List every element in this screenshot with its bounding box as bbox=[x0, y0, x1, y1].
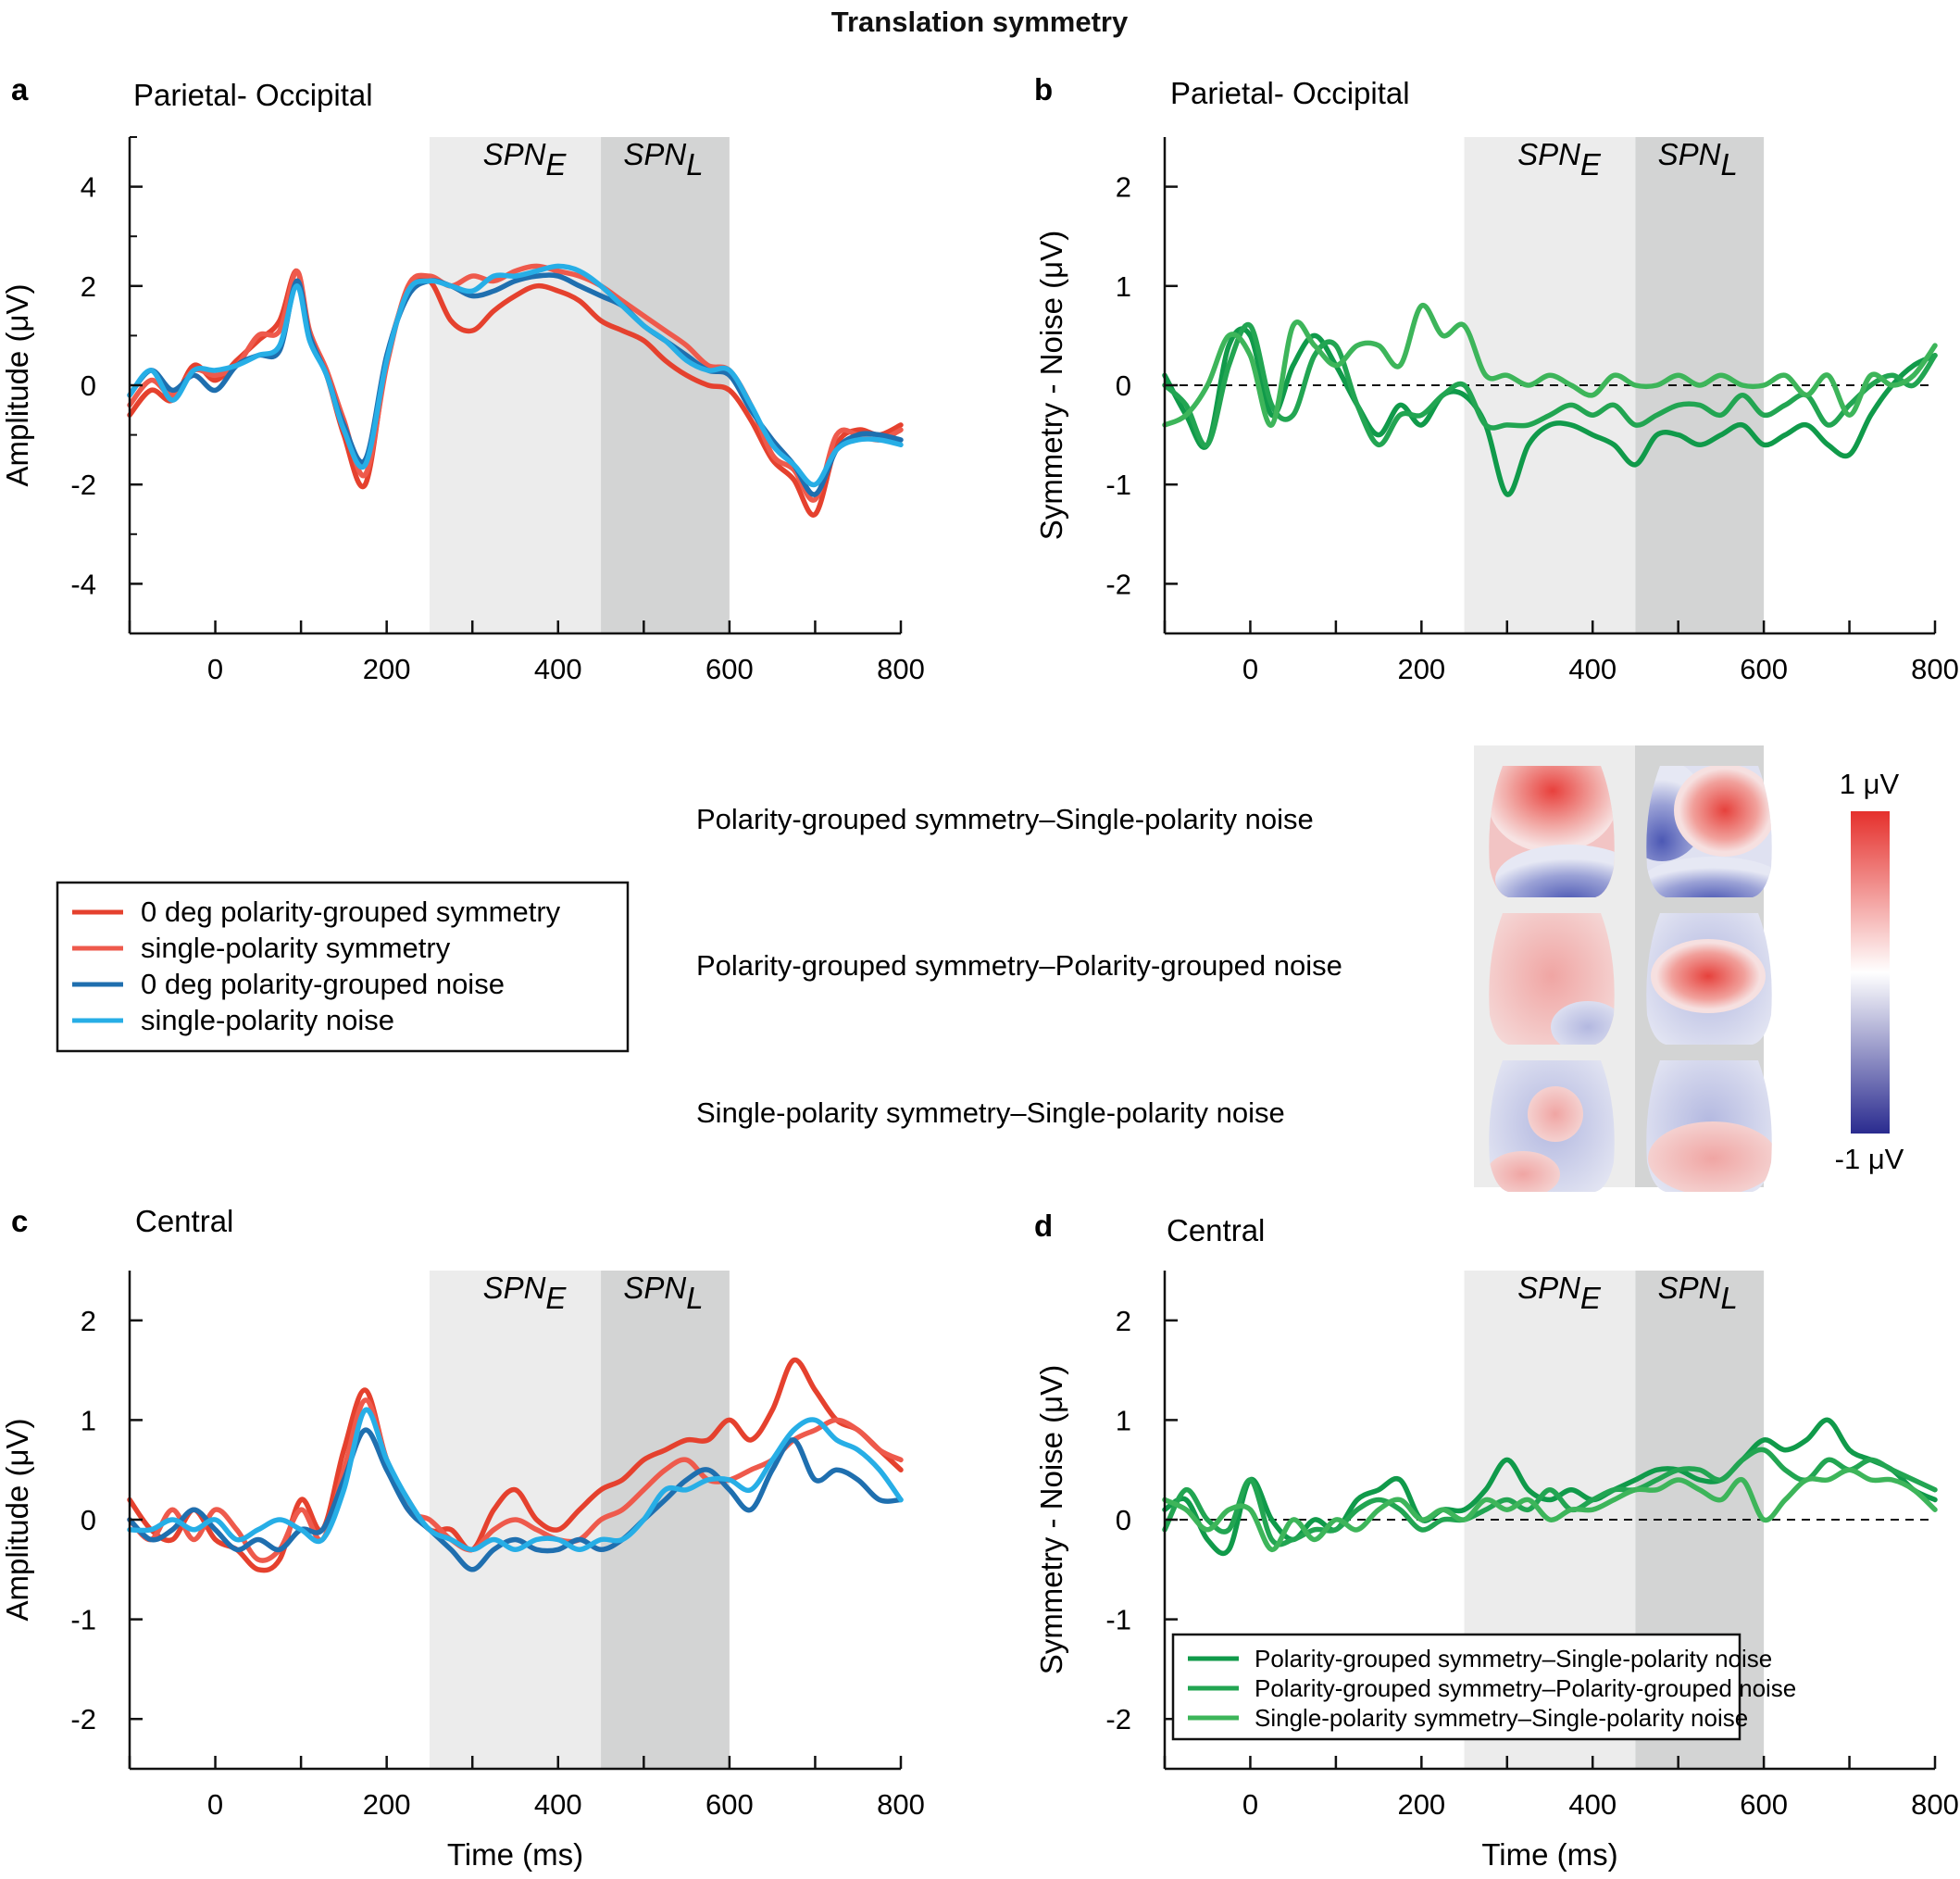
panel-subtitle: Central bbox=[135, 1204, 233, 1238]
y-tick-label: -1 bbox=[1105, 1604, 1131, 1636]
legend-diff-label-2: Single-polarity symmetry–Single-polarity… bbox=[1255, 1704, 1748, 1732]
y-tick-label: -2 bbox=[1105, 1703, 1131, 1735]
y-tick-label: -4 bbox=[70, 568, 96, 600]
y-tick-label: 2 bbox=[81, 270, 96, 303]
y-tick-label: 2 bbox=[81, 1305, 96, 1337]
legend-diff-label-0: Polarity-grouped symmetry–Single-polarit… bbox=[1255, 1645, 1772, 1672]
x-tick-label: 600 bbox=[1740, 1788, 1788, 1821]
x-tick-label: 600 bbox=[705, 653, 754, 685]
legend-box-differences bbox=[1171, 1633, 1742, 1741]
y-tick-label: 2 bbox=[1116, 1305, 1131, 1337]
topomap-row-label-1: Polarity-grouped symmetry–Polarity-group… bbox=[696, 949, 1342, 982]
x-tick-label: 0 bbox=[207, 653, 223, 685]
legend-label-2: 0 deg polarity-grouped noise bbox=[141, 968, 505, 1000]
legend-label-3: single-polarity noise bbox=[141, 1004, 394, 1036]
panel-letter: a bbox=[11, 72, 29, 106]
x-tick-label: 200 bbox=[1397, 1788, 1445, 1821]
y-tick-label: 0 bbox=[81, 1504, 96, 1536]
y-tick-label: 0 bbox=[81, 370, 96, 402]
y-axis-label: Amplitude (μV) bbox=[0, 284, 34, 487]
y-tick-label: -2 bbox=[70, 469, 96, 501]
y-tick-label: 1 bbox=[1116, 1404, 1131, 1436]
panel-letter: d bbox=[1034, 1209, 1053, 1243]
y-tick-label: 0 bbox=[1116, 1504, 1131, 1536]
series-line-2 bbox=[1162, 303, 1938, 428]
x-tick-label: 0 bbox=[1242, 653, 1258, 685]
y-tick-label: 0 bbox=[1116, 370, 1131, 402]
topomap-row2-late bbox=[1646, 913, 1772, 1045]
panel-subtitle: Parietal- Occipital bbox=[1170, 76, 1410, 110]
x-tick-label: 200 bbox=[363, 1788, 411, 1821]
panel-letter: b bbox=[1034, 72, 1053, 106]
series-line-2 bbox=[127, 1427, 904, 1572]
y-tick-label: 2 bbox=[1116, 171, 1131, 204]
y-axis-label: Amplitude (μV) bbox=[0, 1419, 34, 1622]
legend-differences: Polarity-grouped symmetry–Single-polarit… bbox=[1171, 1633, 1796, 1741]
y-tick-label: -2 bbox=[70, 1703, 96, 1735]
topomap-row1-early bbox=[1489, 766, 1615, 897]
topomap-row-label-0: Polarity-grouped symmetry–Single-polarit… bbox=[696, 803, 1314, 835]
y-axis-label: Symmetry - Noise (μV) bbox=[1034, 231, 1068, 540]
legend-diff-label-1: Polarity-grouped symmetry–Polarity-group… bbox=[1255, 1674, 1796, 1702]
x-tick-label: 400 bbox=[534, 653, 582, 685]
y-tick-label: 4 bbox=[81, 171, 96, 204]
series-line-3 bbox=[127, 1407, 904, 1553]
x-tick-label: 400 bbox=[534, 1788, 582, 1821]
y-tick-label: 1 bbox=[1116, 270, 1131, 303]
legend-label-0: 0 deg polarity-grouped symmetry bbox=[141, 896, 561, 928]
spn-e-window bbox=[429, 137, 602, 633]
panel-letter: c bbox=[11, 1204, 28, 1238]
x-tick-label: 800 bbox=[877, 653, 925, 685]
x-tick-label: 200 bbox=[363, 653, 411, 685]
y-tick-label: 1 bbox=[81, 1404, 96, 1436]
topomap-section: Polarity-grouped symmetry–Single-polarit… bbox=[696, 745, 1904, 1192]
figure-title: Translation symmetry bbox=[831, 6, 1129, 38]
x-tick-label: 800 bbox=[1911, 653, 1959, 685]
legend-label-1: single-polarity symmetry bbox=[141, 932, 451, 964]
topomap-row-label-2: Single-polarity symmetry–Single-polarity… bbox=[696, 1096, 1285, 1129]
series-line-0 bbox=[1162, 326, 1938, 497]
y-tick-label: -1 bbox=[70, 1604, 96, 1636]
series-line-3 bbox=[127, 263, 904, 488]
x-tick-label: 400 bbox=[1568, 653, 1617, 685]
topomap-row3-early bbox=[1489, 1060, 1615, 1192]
series-line-0 bbox=[127, 1357, 904, 1573]
x-axis-label: Time (ms) bbox=[447, 1837, 583, 1872]
x-tick-label: 800 bbox=[1911, 1788, 1959, 1821]
x-tick-label: 400 bbox=[1568, 1788, 1617, 1821]
colorbar bbox=[1851, 811, 1890, 1134]
y-tick-label: -2 bbox=[1105, 568, 1131, 600]
panel-subtitle: Parietal- Occipital bbox=[133, 78, 373, 112]
x-tick-label: 600 bbox=[705, 1788, 754, 1821]
colorbar-max-label: 1 μV bbox=[1840, 768, 1900, 800]
legend-conditions: 0 deg polarity-grouped symmetry single-p… bbox=[56, 881, 630, 1053]
x-tick-label: 0 bbox=[1242, 1788, 1258, 1821]
panel-subtitle: Central bbox=[1167, 1213, 1265, 1247]
x-tick-label: 0 bbox=[207, 1788, 223, 1821]
series-line-2 bbox=[1162, 1467, 1938, 1553]
series-line-1 bbox=[127, 263, 904, 503]
x-tick-label: 800 bbox=[877, 1788, 925, 1821]
topomap-row2-early bbox=[1489, 913, 1615, 1045]
legend-box bbox=[56, 881, 630, 1053]
x-axis-label: Time (ms) bbox=[1481, 1837, 1617, 1872]
y-tick-label: -1 bbox=[1105, 469, 1131, 501]
colorbar-min-label: -1 μV bbox=[1835, 1143, 1904, 1175]
topomap-row1-late bbox=[1646, 766, 1772, 897]
x-tick-label: 600 bbox=[1740, 653, 1788, 685]
y-axis-label: Symmetry - Noise (μV) bbox=[1034, 1365, 1068, 1674]
spn-l-window bbox=[601, 1271, 730, 1769]
x-tick-label: 200 bbox=[1397, 653, 1445, 685]
topomap-row3-late bbox=[1646, 1060, 1772, 1192]
